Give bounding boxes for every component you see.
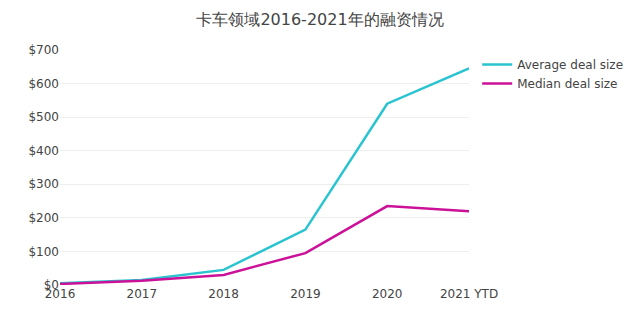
svg-text:Median deal size: Median deal size	[517, 77, 617, 91]
svg-text:$600: $600	[28, 77, 59, 91]
svg-text:$300: $300	[28, 177, 59, 191]
svg-text:2021 YTD: 2021 YTD	[440, 287, 498, 301]
svg-text:$200: $200	[28, 211, 59, 225]
svg-text:$0: $0	[44, 278, 59, 292]
svg-text:2018: 2018	[208, 287, 239, 301]
svg-text:2020: 2020	[372, 287, 403, 301]
svg-text:2019: 2019	[290, 287, 321, 301]
svg-text:2017: 2017	[127, 287, 158, 301]
svg-text:$700: $700	[28, 43, 59, 57]
svg-text:卡车领域2016-2021年的融资情况: 卡车领域2016-2021年的融资情况	[196, 10, 443, 29]
svg-text:$400: $400	[28, 144, 59, 158]
svg-text:2016: 2016	[45, 287, 76, 301]
svg-text:$500: $500	[28, 110, 59, 124]
svg-text:Average deal size: Average deal size	[517, 58, 623, 72]
svg-text:$100: $100	[28, 245, 59, 259]
